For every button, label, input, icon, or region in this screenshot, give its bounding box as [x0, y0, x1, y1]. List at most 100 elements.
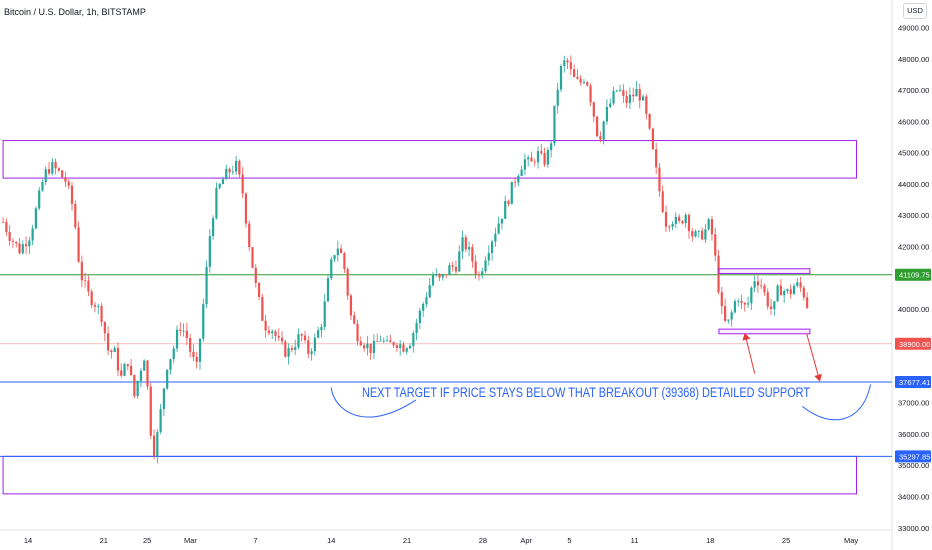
candle-body: [228, 168, 231, 173]
currency-button[interactable]: USD: [903, 3, 927, 19]
candle: [536, 146, 540, 169]
candle: [592, 101, 595, 123]
candle: [336, 240, 339, 262]
candle: [707, 217, 710, 231]
candle-body: [274, 331, 277, 337]
candle: [504, 195, 507, 219]
candle-body: [175, 329, 179, 349]
candle: [687, 213, 691, 239]
candle-body: [136, 380, 139, 396]
candle-body: [149, 386, 152, 436]
candle: [563, 55, 566, 73]
candle: [638, 83, 641, 109]
candle-body: [497, 223, 500, 234]
candle-body: [536, 151, 540, 163]
candle: [674, 212, 677, 229]
candle-body: [67, 181, 70, 186]
candle: [343, 251, 346, 274]
candle-body: [533, 161, 536, 163]
candle-body: [638, 89, 641, 101]
candle: [235, 155, 238, 175]
candle-body: [310, 351, 313, 354]
candle-body: [563, 60, 566, 66]
candle-body: [405, 348, 408, 352]
candle: [251, 246, 254, 269]
candle: [320, 323, 323, 338]
candle: [408, 343, 412, 350]
price-tag-label: 35297.85: [899, 452, 930, 461]
candle-body: [415, 322, 418, 334]
candle-body: [566, 60, 569, 63]
candle-body: [97, 306, 100, 307]
candle-body: [806, 297, 809, 308]
candle: [287, 343, 290, 365]
candle: [553, 105, 556, 146]
candle: [300, 333, 303, 342]
candle-body: [802, 287, 805, 298]
candle: [77, 221, 80, 263]
candle: [658, 163, 661, 197]
candle-body: [596, 116, 599, 137]
candle-body: [674, 216, 677, 224]
y-tick-label: 46000.00: [898, 117, 929, 126]
candle: [64, 171, 67, 188]
candle: [415, 318, 418, 341]
x-tick-label: 14: [24, 536, 32, 545]
candle-body: [64, 177, 67, 182]
y-tick-label: 34000.00: [898, 493, 929, 502]
candle-body: [107, 333, 110, 351]
candle-body: [579, 78, 582, 83]
candle: [786, 288, 789, 294]
candle-body: [179, 329, 182, 332]
candle: [346, 267, 349, 300]
candle: [166, 369, 169, 391]
candle: [474, 255, 477, 279]
candle-body: [340, 248, 343, 253]
candle-body: [691, 231, 694, 237]
candle: [635, 81, 638, 97]
candle-body: [100, 306, 103, 322]
candle: [615, 89, 618, 93]
candle-body: [139, 370, 143, 381]
price-tag-label: 41109.75: [899, 271, 930, 280]
candle: [359, 336, 362, 347]
candle-body: [769, 306, 773, 309]
price-tag-bg: [895, 268, 931, 281]
x-tick-label: Mar: [184, 536, 197, 545]
candle-body: [18, 243, 21, 254]
candle: [84, 272, 87, 288]
candle: [57, 167, 60, 173]
candle: [133, 374, 136, 399]
candle-body: [303, 335, 307, 341]
candle-body: [464, 237, 467, 250]
candle-body: [487, 252, 490, 261]
candle-body: [586, 82, 589, 86]
candle-body: [451, 265, 454, 267]
candle-body: [740, 300, 743, 303]
candle: [783, 288, 786, 303]
candle-body: [655, 149, 658, 168]
candle: [54, 158, 57, 175]
candle-body: [241, 174, 244, 194]
candle: [464, 234, 467, 253]
candle: [372, 334, 376, 360]
candle-body: [356, 323, 359, 342]
candle: [497, 216, 500, 235]
candle-body: [198, 338, 202, 362]
candle-body: [733, 301, 737, 313]
candle-body: [477, 274, 481, 276]
plot-background: [0, 0, 892, 530]
candle-body: [723, 306, 727, 321]
candle: [136, 380, 139, 399]
x-tick-label: May: [844, 536, 858, 545]
candle: [448, 262, 451, 276]
candle-body: [1, 221, 5, 223]
x-tick-label: 28: [479, 536, 487, 545]
candles: [1, 55, 809, 464]
candle: [221, 176, 225, 185]
candle: [100, 303, 103, 327]
candle: [70, 182, 74, 211]
candle: [156, 429, 159, 464]
